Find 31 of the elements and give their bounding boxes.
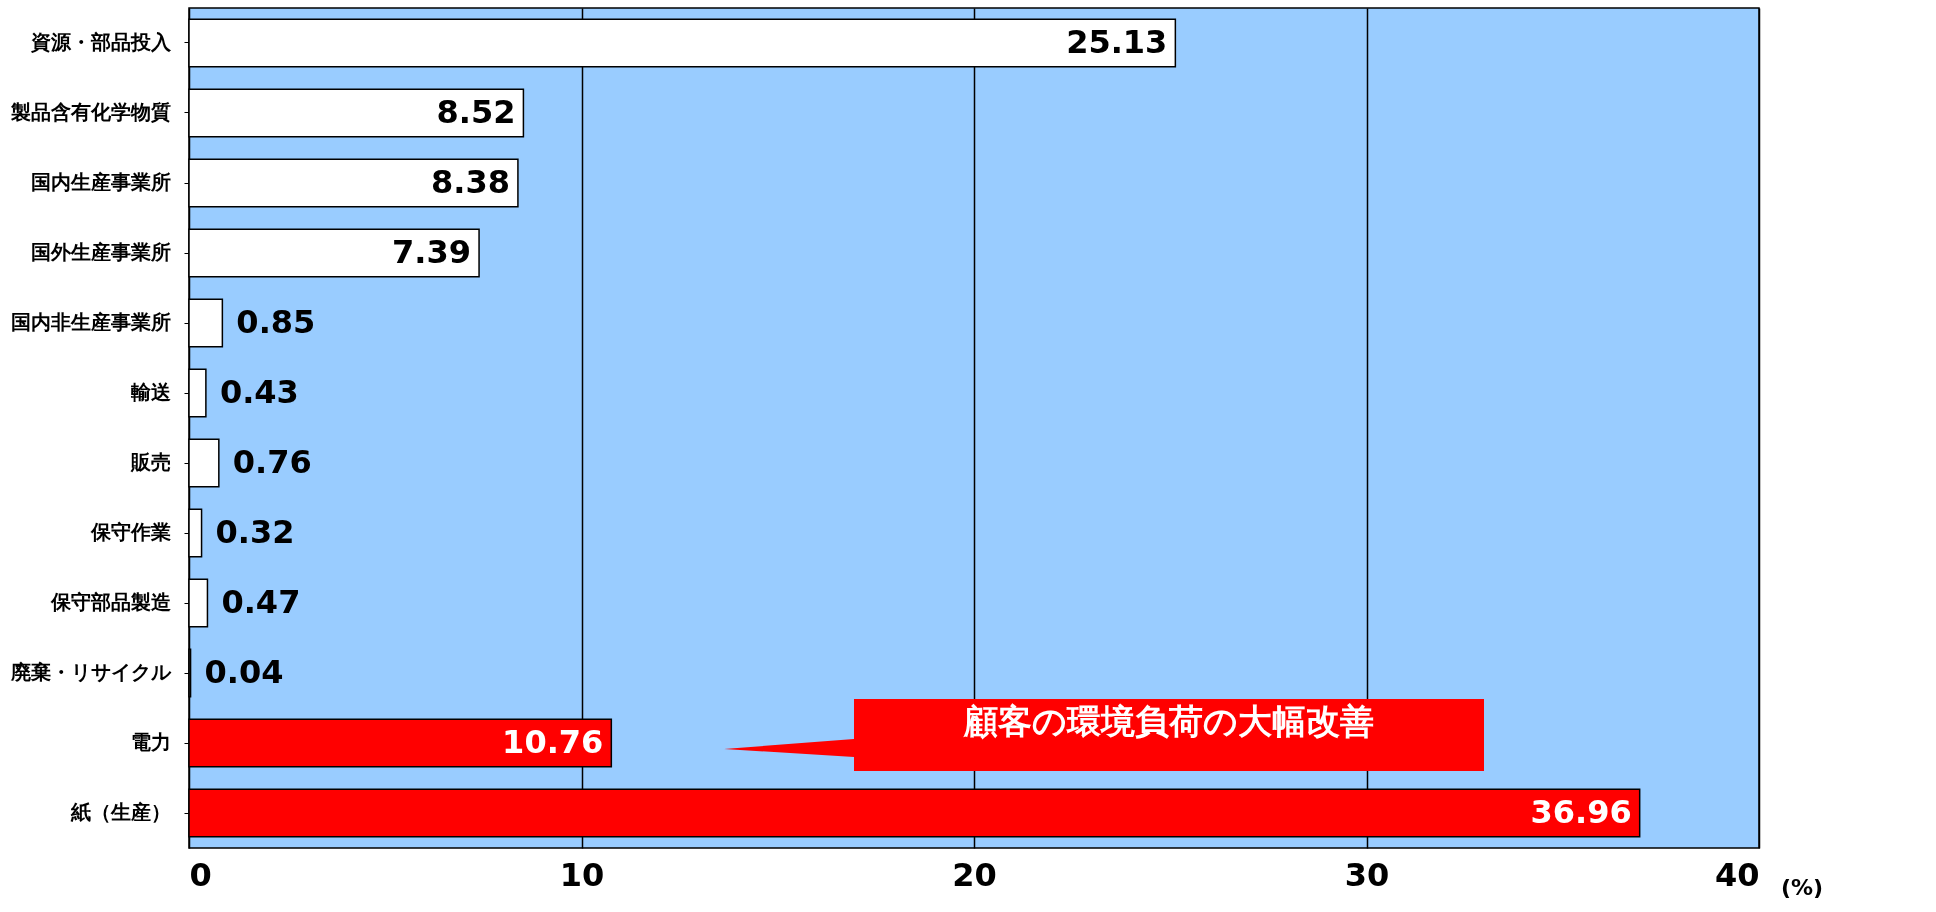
x-tick-label: 40 bbox=[1714, 855, 1760, 894]
data-label: 7.39 bbox=[392, 233, 472, 271]
y-tick-label: 国外生産事業所 bbox=[30, 240, 171, 264]
x-tick-label: 30 bbox=[1344, 855, 1390, 894]
y-tick-label: 国内生産事業所 bbox=[30, 170, 171, 194]
data-label: 10.76 bbox=[502, 723, 604, 761]
y-tick-label: 保守部品製造 bbox=[49, 590, 171, 614]
y-tick-label: 保守作業 bbox=[89, 520, 171, 544]
y-tick-label: 紙（生産） bbox=[69, 800, 171, 824]
y-tick-label: 電力 bbox=[130, 730, 171, 754]
data-label: 36.96 bbox=[1530, 793, 1632, 831]
annotation: 顧客の環境負荷の大幅改善 bbox=[962, 700, 1375, 743]
data-label: 0.47 bbox=[221, 583, 301, 621]
x-tick-label: 0 bbox=[189, 855, 212, 894]
data-label: 25.13 bbox=[1066, 23, 1168, 61]
y-tick-label: 廃棄・リサイクル bbox=[9, 660, 172, 684]
y-tick-label: 販売 bbox=[129, 450, 171, 474]
data-label: 0.32 bbox=[215, 513, 295, 551]
x-tick-label: 10 bbox=[559, 855, 605, 894]
data-label: 8.38 bbox=[430, 163, 510, 201]
y-tick-label: 製品含有化学物質 bbox=[9, 100, 171, 124]
x-tick-label: 20 bbox=[952, 855, 997, 894]
data-label: 0.43 bbox=[219, 373, 299, 411]
data-label: 0.85 bbox=[236, 303, 316, 341]
y-tick-label: 国内非生産事業所 bbox=[10, 310, 171, 334]
data-label: 8.52 bbox=[436, 93, 516, 131]
data-label: 0.76 bbox=[232, 443, 312, 481]
x-axis-title: (%) bbox=[1781, 875, 1824, 900]
data-label: 0.04 bbox=[204, 653, 284, 691]
y-tick-label: 輸送 bbox=[129, 380, 171, 404]
y-tick-label: 資源・部品投入 bbox=[29, 30, 172, 54]
